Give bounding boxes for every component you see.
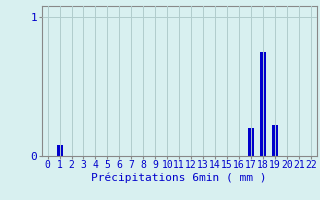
X-axis label: Précipitations 6min ( mm ): Précipitations 6min ( mm ) xyxy=(92,173,267,183)
Bar xyxy=(248,128,254,156)
Bar xyxy=(272,125,278,156)
Bar xyxy=(57,145,62,156)
Bar xyxy=(260,52,266,156)
